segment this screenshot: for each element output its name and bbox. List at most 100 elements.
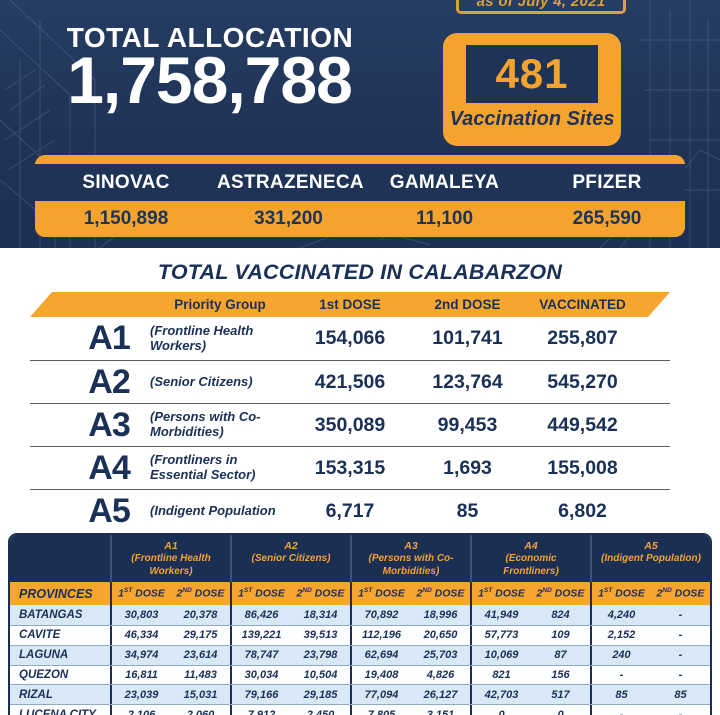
value-1st-dose: 240 — [612, 649, 631, 662]
value-1st-dose: 46,334 — [124, 629, 159, 642]
value-1st-dose: 41,949 — [484, 609, 519, 622]
vaccine-brand-gamaleya: GAMALEYA — [389, 171, 500, 193]
dose-ordinal: ND — [302, 587, 312, 595]
column-header-priority-group: Priority Group — [174, 297, 266, 312]
province-values-a3: 62,694 25,703 — [350, 645, 470, 665]
value-2nd-dose: 2,450 — [306, 708, 335, 715]
as-of-date-badge: as of July 4, 2021 — [456, 0, 626, 14]
province-values-a1: 23,039 15,031 — [110, 685, 230, 705]
province-values-a1: 34,974 23,614 — [110, 645, 230, 665]
value-1st-dose: 112,196 — [362, 629, 401, 642]
value-1st-dose: 30,803 — [124, 609, 159, 622]
vaccine-value-sinovac: 1,150,898 — [83, 208, 169, 229]
priority-2nd-dose: 1,693 — [443, 456, 492, 479]
priority-vaccinated: 155,008 — [547, 456, 618, 479]
priority-row-a2: A2 (Senior Citizens) 421,506 123,764 545,270 — [30, 360, 670, 403]
vaccine-brand-pfizer: PFIZER — [572, 171, 642, 193]
total-allocation-value: 1,758,788 — [67, 43, 353, 117]
dose-ordinal: ND — [542, 587, 552, 595]
province-name: LUCENA CITY — [19, 708, 96, 715]
value-1st-dose: 70,892 — [364, 609, 399, 622]
value-2nd-dose: 23,614 — [183, 649, 218, 662]
dose-ordinal: ST — [123, 587, 133, 595]
value-1st-dose: 30,034 — [244, 668, 279, 681]
dose-ordinal: ST — [363, 587, 373, 595]
province-name: LAGUNA — [19, 649, 69, 662]
dose-ordinal: ST — [603, 587, 613, 595]
value-1st-dose: 86,426 — [244, 609, 279, 622]
province-values-a5: 2,152 - — [590, 625, 710, 645]
as-of-date-text: as of July 4, 2021 — [476, 0, 606, 10]
section-title: TOTAL VACCINATED IN CALABARZON — [157, 260, 563, 284]
value-1st-dose: 79,166 — [244, 688, 279, 701]
dose-ordinal: ST — [483, 587, 493, 595]
value-2nd-dose: - — [678, 668, 683, 681]
value-2nd-dose: 824 — [551, 609, 570, 622]
value-1st-dose: 34,974 — [124, 649, 159, 662]
priority-label: (Indigent Population — [150, 502, 276, 518]
vaccination-sites-count: 481 — [495, 50, 569, 97]
dose-header-1st: 1ST DOSE — [118, 587, 165, 600]
province-name: RIZAL — [19, 688, 53, 701]
value-1st-dose: 2,106 — [127, 708, 156, 715]
dose-ordinal: ND — [662, 587, 672, 595]
vaccination-sites-count-box: 481 — [466, 45, 598, 103]
province-values-a5: -- — [590, 665, 710, 685]
province-values-a4: 57,773 109 — [470, 625, 590, 645]
province-values-a4: 42,703 517 — [470, 685, 590, 705]
value-1st-dose: 19,408 — [364, 668, 399, 681]
priority-label: (Persons with Co-Morbidities) — [150, 409, 261, 439]
province-name: BATANGAS — [19, 609, 83, 622]
priority-row-a4: A4 (Frontliners in Essential Sector) 153,3… — [30, 446, 670, 489]
dose-header-1st: 1ST DOSE — [238, 587, 285, 600]
priority-2nd-dose: 99,453 — [437, 413, 498, 436]
province-values-a3: 112,196 20,650 — [350, 625, 470, 645]
value-2nd-dose: 85 — [674, 688, 687, 701]
value-2nd-dose: - — [678, 649, 683, 662]
priority-label: (Senior Citizens) — [150, 373, 253, 389]
value-2nd-dose: - — [678, 609, 683, 622]
group-code: A5 — [644, 540, 658, 552]
group-header-a3: A3 (Persons with Co-Morbidities) — [350, 535, 470, 583]
dose-header-1st: 1ST DOSE — [598, 587, 645, 600]
group-code: A3 — [404, 540, 418, 552]
group-code: A1 — [164, 540, 178, 552]
value-1st-dose: 7,912 — [247, 708, 276, 715]
priority-row-a5: A5 (Indigent Population 6,717 85 6,802 — [30, 489, 670, 532]
value-2nd-dose: 20,378 — [183, 609, 218, 622]
priority-vaccinated: 545,270 — [547, 370, 618, 393]
value-2nd-dose: 11,483 — [184, 668, 217, 681]
value-2nd-dose: 3,151 — [426, 708, 455, 715]
vaccine-brand-astrazeneca: ASTRAZENECA — [217, 171, 364, 193]
value-2nd-dose: 29,185 — [303, 688, 338, 701]
value-1st-dose: 821 — [492, 668, 511, 681]
value-2nd-dose: 109 — [551, 629, 570, 642]
value-1st-dose: 78,747 — [244, 649, 279, 662]
priority-row-a3: A3 (Persons with Co-Morbidities) 350,089 99… — [30, 403, 670, 446]
value-1st-dose: 42,703 — [484, 688, 519, 701]
province-row-batangas: BATANGAS 30,803 20,378 86,426 18,314 70,892 18… — [10, 605, 710, 625]
value-2nd-dose: 26,127 — [423, 688, 458, 701]
column-header-provinces: PROVINCES — [19, 586, 93, 601]
value-2nd-dose: 4,826 — [426, 668, 455, 681]
column-header-1st-dose: 1st DOSE — [319, 297, 381, 312]
value-1st-dose: 57,773 — [484, 629, 519, 642]
hero-section: as of July 4, 2021 TOTAL ALLOCATION 1,75… — [0, 0, 720, 248]
province-values-a1: 46,334 29,175 — [110, 625, 230, 645]
value-2nd-dose: 39,513 — [303, 629, 338, 642]
value-2nd-dose: 517 — [551, 688, 570, 701]
dose-header-2nd: 2ND DOSE — [296, 587, 345, 600]
group-code: A4 — [524, 540, 538, 552]
province-values-a2: 7,912 2,450 — [230, 705, 350, 715]
province-row-cavite: CAVITE 46,334 29,175 139,221 39,513 112,196 20… — [10, 624, 710, 645]
vaccine-brand-strip: SINOVAC ASTRAZENECA GAMALEYA PFIZER — [35, 164, 685, 201]
priority-code: A1 — [88, 319, 130, 357]
province-values-a4: 821 156 — [470, 665, 590, 685]
value-2nd-dose: 18,314 — [303, 609, 338, 622]
dose-ordinal: ND — [182, 587, 192, 595]
priority-1st-dose: 153,315 — [314, 456, 386, 479]
priority-row-a1: A1 (Frontline Health Workers) 154,066 101,7… — [30, 317, 670, 360]
total-allocation-label: TOTAL ALLOCATION — [66, 22, 354, 53]
provinces-table-group-header: A1 (Frontline Health Workers) A2 (Senior Ci… — [10, 535, 710, 583]
